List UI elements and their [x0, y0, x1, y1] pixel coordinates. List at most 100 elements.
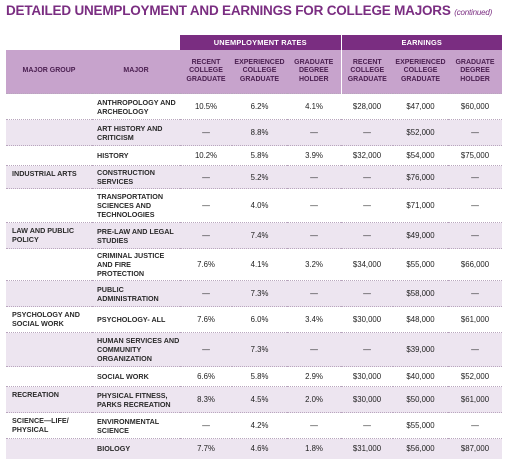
column-header-row: MAJOR GROUP MAJOR RECENT COLLEGE GRADUAT…	[6, 50, 503, 94]
unemp-experienced-cell: 4.2%	[232, 412, 287, 439]
earn-recent-cell: —	[341, 280, 394, 307]
unemp-recent-cell: 7.6%	[180, 306, 232, 333]
earn-experienced-cell: $50,000	[393, 386, 449, 413]
earnings-header: EARNINGS	[340, 35, 503, 50]
major-group-cell: SCIENCE—LIFE/ PHYSICAL	[6, 412, 92, 439]
major-cell: ANTHROPOLOGY AND ARCHEOLOGY	[92, 93, 180, 120]
earn-experienced-cell: $56,000	[393, 438, 449, 459]
earn-graduate-cell: —	[448, 280, 503, 307]
major-cell: HUMAN SERVICES AND COMMUNITY ORGANIZATIO…	[92, 332, 180, 367]
earn-experienced-cell: $48,000	[393, 306, 449, 333]
major-cell: ENVIRONMENTAL SCIENCE	[92, 412, 180, 439]
major-cell: TRANSPORTATION SCIENCES AND TECHNOLOGIES	[92, 188, 180, 223]
table-row: ANTHROPOLOGY AND ARCHEOLOGY 10.5% 6.2% 4.1%…	[6, 93, 503, 120]
unemp-graduate-cell: —	[287, 280, 342, 307]
major-group-cell	[6, 280, 92, 307]
col-unemp-recent: RECENT COLLEGE GRADUATE	[180, 50, 232, 94]
earn-experienced-cell: $55,000	[393, 248, 449, 281]
unemp-recent-cell: 7.6%	[180, 248, 232, 281]
unemp-experienced-cell: 7.3%	[232, 280, 287, 307]
major-cell: ART HISTORY AND CRITICISM	[92, 119, 180, 146]
earn-recent-cell: $30,000	[341, 306, 394, 333]
unemp-experienced-cell: 6.0%	[232, 306, 287, 333]
major-cell: SOCIAL WORK	[92, 366, 180, 387]
unemp-experienced-cell: 4.0%	[232, 188, 287, 223]
table-row: SCIENCE—LIFE/ PHYSICAL ENVIRONMENTAL SCIE…	[6, 412, 503, 439]
major-cell: CRIMINAL JUSTICE AND FIRE PROTECTION	[92, 248, 180, 281]
table-row: INDUSTRIAL ARTS CONSTRUCTION SERVICES —5.2…	[6, 165, 503, 189]
earn-recent-cell: $30,000	[341, 386, 394, 413]
unemp-recent-cell: 6.6%	[180, 366, 232, 387]
major-cell: PHYSICAL FITNESS, PARKS RECREATION	[92, 386, 180, 413]
major-cell: PSYCHOLOGY- ALL	[92, 306, 180, 333]
major-cell: BIOLOGY	[92, 438, 180, 459]
earn-experienced-cell: $47,000	[393, 93, 449, 120]
earn-experienced-cell: $49,000	[393, 222, 449, 249]
earn-graduate-cell: —	[448, 165, 503, 189]
unemp-recent-cell: —	[180, 412, 232, 439]
table-row: CRIMINAL JUSTICE AND FIRE PROTECTION 7.6%…	[6, 248, 503, 281]
major-group-cell	[6, 438, 92, 459]
col-earn-graduate: GRADUATE DEGREE HOLDER	[448, 50, 503, 94]
earn-recent-cell: $30,000	[341, 366, 394, 387]
major-cell: PUBLIC ADMINISTRATION	[92, 280, 180, 307]
table-row: RECREATION PHYSICAL FITNESS, PARKS RECREA…	[6, 386, 503, 413]
table-row: SOCIAL WORK 6.6% 5.8% 2.9% $30,000 $40,000 $52…	[6, 366, 503, 387]
title-text: DETAILED UNEMPLOYMENT AND EARNINGS FOR C…	[6, 3, 451, 18]
unemp-experienced-cell: 4.5%	[232, 386, 287, 413]
major-group-cell: INDUSTRIAL ARTS	[6, 165, 92, 189]
earn-recent-cell: $34,000	[341, 248, 394, 281]
unemp-graduate-cell: —	[287, 188, 342, 223]
earn-recent-cell: —	[341, 119, 394, 146]
group-header-row: UNEMPLOYMENT RATES EARNINGS	[6, 35, 503, 50]
earn-recent-cell: —	[341, 332, 394, 367]
earn-graduate-cell: —	[448, 412, 503, 439]
earn-graduate-cell: —	[448, 332, 503, 367]
unemp-recent-cell: —	[180, 332, 232, 367]
table-row: HUMAN SERVICES AND COMMUNITY ORGANIZATIO…	[6, 332, 503, 367]
unemp-recent-cell: —	[180, 280, 232, 307]
unemp-recent-cell: —	[180, 119, 232, 146]
earn-recent-cell: $31,000	[341, 438, 394, 459]
table-body: ANTHROPOLOGY AND ARCHEOLOGY 10.5% 6.2% 4.1%…	[6, 93, 503, 459]
major-cell: PRE-LAW AND LEGAL STUDIES	[92, 222, 180, 249]
col-earn-recent: RECENT COLLEGE GRADUATE	[340, 50, 394, 94]
earn-recent-cell: —	[341, 412, 394, 439]
unemp-graduate-cell: —	[287, 222, 342, 249]
earn-experienced-cell: $54,000	[393, 145, 449, 166]
col-unemp-graduate: GRADUATE DEGREE HOLDER	[287, 50, 342, 94]
earn-experienced-cell: $39,000	[393, 332, 449, 367]
table-row: HISTORY 10.2% 5.8% 3.9% $32,000 $54,000 $75,00…	[6, 145, 503, 166]
earn-graduate-cell: —	[448, 188, 503, 223]
earn-graduate-cell: $75,000	[448, 145, 503, 166]
earn-recent-cell: —	[341, 222, 394, 249]
earn-experienced-cell: $55,000	[393, 412, 449, 439]
group-header-blank	[6, 35, 180, 50]
major-group-cell	[6, 145, 92, 166]
unemp-graduate-cell: —	[287, 332, 342, 367]
unemp-experienced-cell: 7.3%	[232, 332, 287, 367]
table-row: BIOLOGY 7.7% 4.6% 1.8% $31,000 $56,000 $87,000	[6, 438, 503, 459]
unemp-graduate-cell: 3.2%	[287, 248, 342, 281]
earn-experienced-cell: $52,000	[393, 119, 449, 146]
majors-table: UNEMPLOYMENT RATES EARNINGS MAJOR GROUP …	[6, 35, 503, 459]
earn-graduate-cell: —	[448, 119, 503, 146]
earn-recent-cell: —	[341, 188, 394, 223]
unemp-recent-cell: —	[180, 222, 232, 249]
unemp-experienced-cell: 8.8%	[232, 119, 287, 146]
table-row: LAW AND PUBLIC POLICY PRE-LAW AND LEGAL S…	[6, 222, 503, 249]
unemp-recent-cell: 7.7%	[180, 438, 232, 459]
unemp-graduate-cell: —	[287, 119, 342, 146]
unemp-recent-cell: —	[180, 188, 232, 223]
earn-graduate-cell: $66,000	[448, 248, 503, 281]
table-row: PUBLIC ADMINISTRATION —7.3% — — $58,000—	[6, 280, 503, 307]
major-group-cell: PSYCHOLOGY AND SOCIAL WORK	[6, 306, 92, 333]
unemp-experienced-cell: 5.2%	[232, 165, 287, 189]
earn-graduate-cell: $87,000	[448, 438, 503, 459]
unemp-experienced-cell: 7.4%	[232, 222, 287, 249]
unemployment-rates-header: UNEMPLOYMENT RATES	[180, 35, 342, 50]
unemp-experienced-cell: 5.8%	[232, 145, 287, 166]
col-unemp-experienced: EXPERIENCED COLLEGE GRADUATE	[232, 50, 287, 94]
earn-graduate-cell: $60,000	[448, 93, 503, 120]
table-row: ART HISTORY AND CRITICISM —8.8% — — $52,000—	[6, 119, 503, 146]
